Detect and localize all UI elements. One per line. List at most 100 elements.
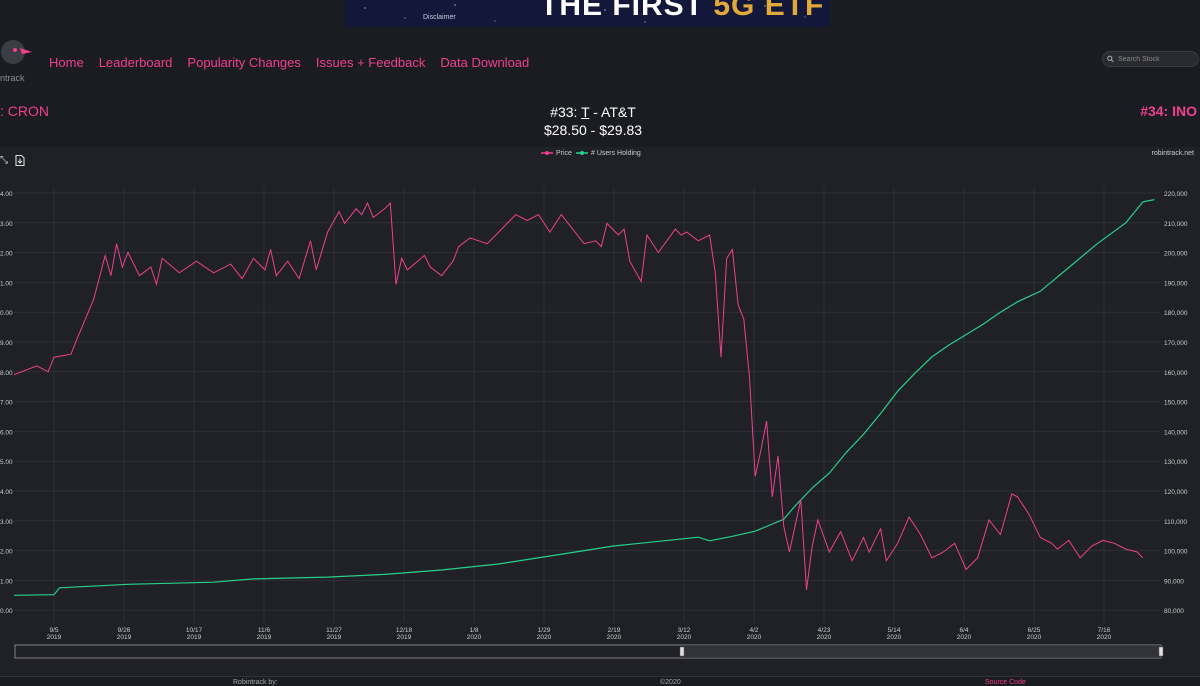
- right-tick-label: 100,000: [1164, 549, 1188, 556]
- x-tick-day: 4/2: [749, 627, 758, 634]
- legend-users-label[interactable]: # Users Holding: [591, 150, 641, 157]
- left-tick-label: 2.00: [0, 251, 13, 258]
- x-tick-day: 1/29: [538, 627, 551, 634]
- left-tick-label: 4.00: [0, 191, 13, 198]
- banner-headline-a: THE FIRST: [540, 0, 704, 22]
- x-tick-year: 2019: [47, 634, 62, 641]
- disclaimer-label[interactable]: Disclaimer: [423, 14, 456, 21]
- x-tick-year: 2020: [1027, 634, 1042, 641]
- left-tick-label: 3.00: [0, 519, 13, 526]
- nav-data-download[interactable]: Data Download: [440, 55, 530, 70]
- right-tick-label: 130,000: [1164, 459, 1188, 466]
- logo-text: ntrack: [0, 73, 25, 83]
- left-tick-label: 5.00: [0, 459, 13, 466]
- x-tick-year: 2020: [747, 634, 762, 641]
- right-tick-label: 220,000: [1164, 191, 1188, 198]
- right-tick-label: 80,000: [1164, 608, 1184, 615]
- right-y-axis: 220,000 210,000 200,000 190,000 180,000 170,0…: [1164, 191, 1188, 615]
- x-tick-day: 10/17: [186, 627, 203, 634]
- footer: Robintrack by: ©2020 Source Code: [0, 676, 1200, 686]
- bird-icon: ntrack: [0, 40, 32, 83]
- x-tick-day: 12/18: [396, 627, 413, 634]
- x-tick-day: 1/8: [469, 627, 478, 634]
- legend-price-dot: [545, 151, 549, 155]
- left-tick-label: 0.00: [0, 310, 13, 317]
- navigator-left-handle[interactable]: [679, 646, 685, 657]
- nav-home[interactable]: Home: [49, 55, 84, 70]
- x-tick-day: 5/14: [888, 627, 901, 634]
- right-tick-label: 120,000: [1164, 489, 1188, 496]
- left-tick-label: 2.00: [0, 549, 13, 556]
- banner-headline: THE FIRST 5G ETF: [540, 0, 824, 23]
- right-tick-label: 200,000: [1164, 251, 1188, 258]
- left-tick-label: 7.00: [0, 400, 13, 407]
- chart-watermark: robintrack.net: [1152, 150, 1194, 157]
- x-tick-day: 9/5: [49, 627, 58, 634]
- search-input[interactable]: [1116, 54, 1198, 64]
- download-icon[interactable]: [15, 154, 25, 169]
- nav-issues-feedback[interactable]: Issues + Feedback: [315, 55, 426, 70]
- x-tick-day: 11/6: [258, 627, 271, 634]
- left-tick-label: 9.00: [0, 340, 13, 347]
- right-tick-label: 180,000: [1164, 310, 1188, 317]
- x-tick-year: 2020: [817, 634, 832, 641]
- robintrack-logo[interactable]: ntrack: [0, 40, 38, 84]
- chart-legend[interactable]: Price # Users Holding: [541, 150, 641, 157]
- x-tick-year: 2020: [677, 634, 692, 641]
- right-tick-label: 170,000: [1164, 340, 1188, 347]
- x-tick-year: 2020: [537, 634, 552, 641]
- x-axis: 9/520199/26201910/17201911/6201911/27201…: [47, 627, 1112, 641]
- stock-title: #33: T - AT&T $28.50 - $29.83: [493, 103, 693, 139]
- chart-grid: [14, 187, 1160, 623]
- x-tick-day: 7/16: [1098, 627, 1111, 634]
- stock-name: - AT&T: [589, 104, 636, 120]
- x-tick-day: 4/23: [818, 627, 831, 634]
- stock-rank: #33:: [550, 104, 582, 120]
- footer-copyright: ©2020: [660, 679, 681, 686]
- right-tick-label: 210,000: [1164, 221, 1188, 228]
- left-tick-label: 8.00: [0, 370, 13, 377]
- x-tick-day: 6/4: [959, 627, 968, 634]
- next-stock-link[interactable]: #34: INO: [1140, 103, 1197, 119]
- prev-stock-link[interactable]: : CRON: [0, 103, 49, 119]
- x-tick-year: 2020: [467, 634, 482, 641]
- nav-popularity-changes[interactable]: Popularity Changes: [187, 55, 301, 70]
- x-tick-day: 2/19: [608, 627, 621, 634]
- main-nav: Home Leaderboard Popularity Changes Issu…: [49, 55, 529, 70]
- right-tick-label: 160,000: [1164, 370, 1188, 377]
- stock-ticker-link[interactable]: T: [581, 104, 590, 120]
- ad-banner[interactable]: Disclaimer THE FIRST 5G ETF: [345, 0, 830, 27]
- price-line: [13, 201, 1144, 590]
- right-tick-label: 110,000: [1164, 519, 1187, 526]
- price-users-chart[interactable]: 4.00 3.00 2.00 1.00 0.00 9.00 8.00 7.00 6.00 5.00…: [0, 147, 1200, 677]
- right-tick-label: 190,000: [1164, 280, 1188, 287]
- x-tick-year: 2020: [607, 634, 622, 641]
- stock-price-range: $28.50 - $29.83: [543, 122, 643, 138]
- left-tick-label: 3.00: [0, 221, 13, 228]
- left-tick-label: 0.00: [0, 608, 13, 615]
- left-y-axis: 4.00 3.00 2.00 1.00 0.00 9.00 8.00 7.00 6.00 5.00…: [0, 191, 13, 615]
- stock-heading: #33: T - AT&T: [493, 103, 693, 121]
- navigator-selection[interactable]: [682, 645, 1161, 658]
- zoom-icon[interactable]: ⤡: [0, 155, 8, 166]
- x-tick-day: 6/25: [1028, 627, 1041, 634]
- left-tick-label: 4.00: [0, 489, 13, 496]
- users-holding-line: [13, 199, 1155, 596]
- right-tick-label: 140,000: [1164, 429, 1188, 436]
- x-tick-day: 3/12: [678, 627, 691, 634]
- right-tick-label: 150,000: [1164, 400, 1188, 407]
- left-tick-label: 6.00: [0, 429, 13, 436]
- left-tick-label: 1.00: [0, 280, 13, 287]
- range-navigator[interactable]: [14, 644, 1164, 659]
- nav-leaderboard[interactable]: Leaderboard: [98, 55, 173, 70]
- legend-price-label[interactable]: Price: [556, 150, 572, 157]
- x-tick-year: 2019: [117, 634, 132, 641]
- footer-credit: Robintrack by:: [233, 679, 278, 686]
- x-tick-year: 2019: [257, 634, 272, 641]
- search-box: [1102, 51, 1199, 67]
- right-tick-label: 90,000: [1164, 578, 1184, 585]
- x-tick-year: 2020: [1097, 634, 1112, 641]
- footer-source-link[interactable]: Source Code: [985, 679, 1026, 686]
- x-tick-year: 2019: [327, 634, 342, 641]
- navigator-right-handle[interactable]: [1158, 646, 1164, 657]
